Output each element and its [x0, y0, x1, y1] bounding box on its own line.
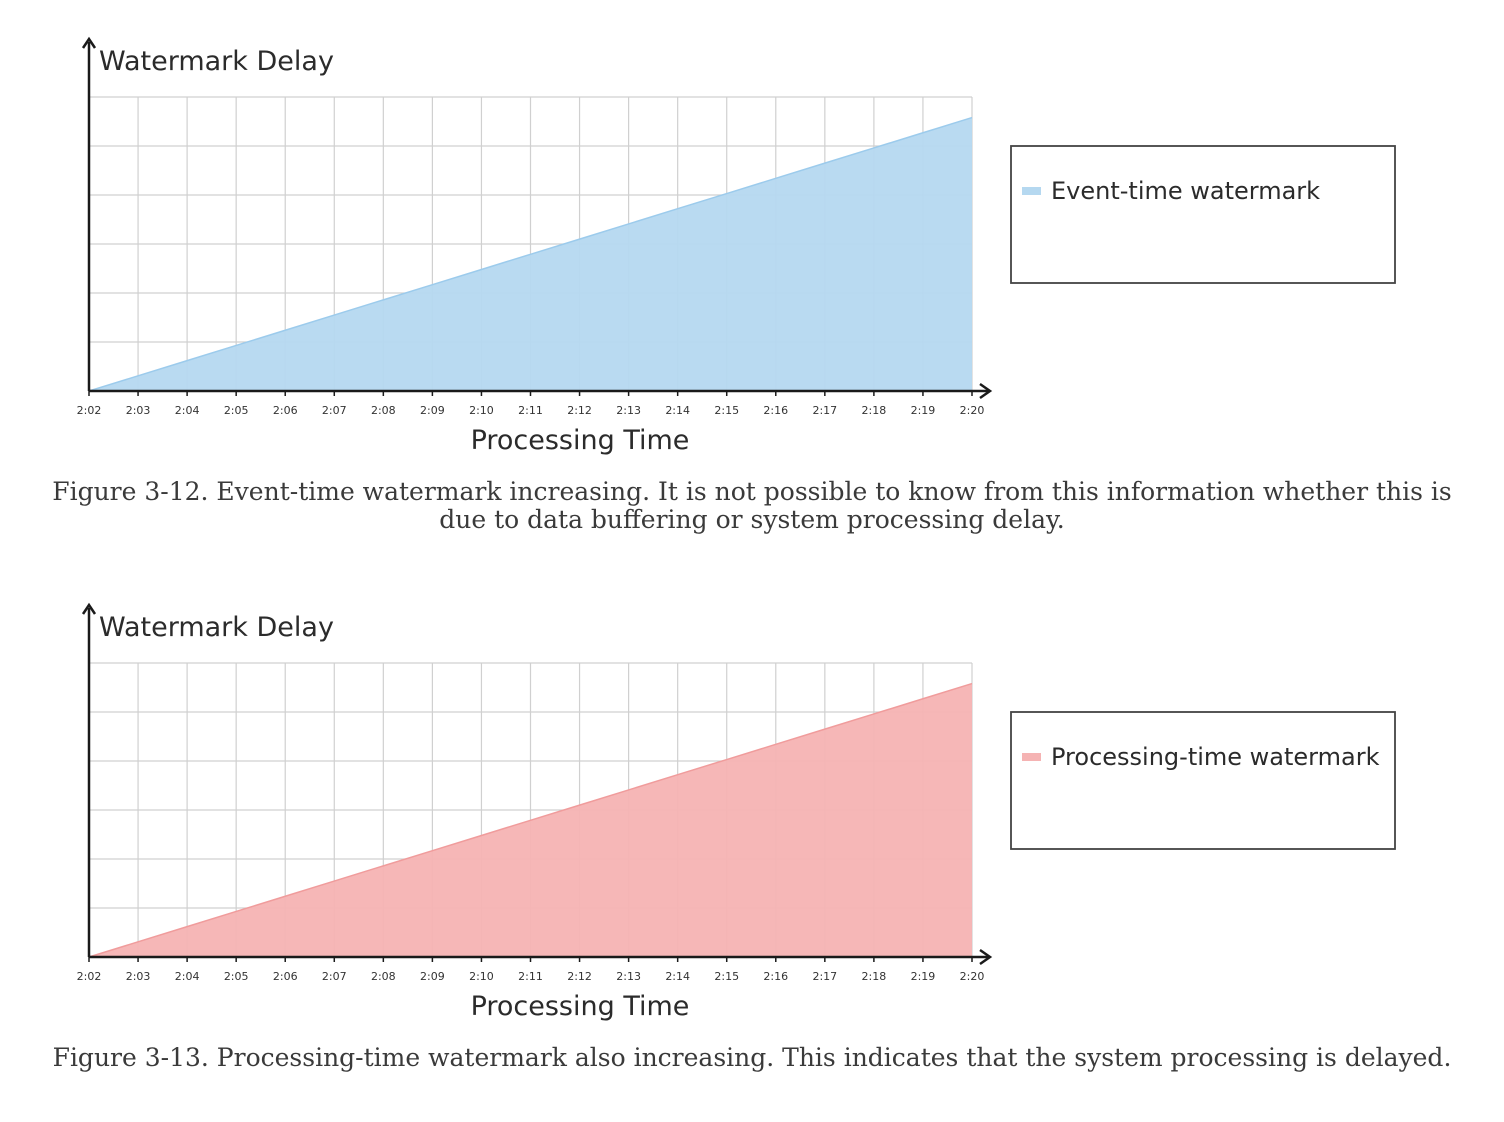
x-tick-label: 2:20 [960, 404, 985, 417]
x-tick-label: 2:07 [322, 970, 347, 983]
x-axis-arrow [979, 948, 993, 966]
x-tick-label: 2:14 [665, 970, 690, 983]
x-tick-label: 2:06 [273, 970, 298, 983]
x-tick-label: 2:04 [175, 404, 200, 417]
legend-box [1010, 145, 1396, 284]
x-tick-label: 2:17 [812, 404, 837, 417]
x-axis-arrow [979, 382, 993, 400]
figure-event-time: 2:02 2:03 2:04 2:05 2:06 2:07 2:08 2:09 2:10 2:11… [0, 0, 1504, 560]
x-tick-label: 2:03 [126, 970, 151, 983]
x-tick-label: 2:15 [714, 970, 739, 983]
y-axis-label: Watermark Delay [99, 612, 334, 643]
legend-box [1010, 711, 1396, 850]
x-tick-label: 2:17 [812, 970, 837, 983]
x-tick-label: 2:02 [77, 970, 102, 983]
x-tick-label: 2:15 [714, 404, 739, 417]
x-tick-label: 2:12 [567, 970, 592, 983]
event-time-watermark-chart: 2:02 2:03 2:04 2:05 2:06 2:07 2:08 2:09 2:10 2:11… [77, 36, 1396, 456]
x-tick-label: 2:10 [469, 404, 494, 417]
x-tick-label: 2:08 [371, 404, 396, 417]
x-tick-label: 2:06 [273, 404, 298, 417]
x-tick-label: 2:20 [960, 970, 985, 983]
figure-caption: Figure 3-12. Event-time watermark increa… [52, 477, 1452, 534]
legend-swatch [1022, 187, 1041, 195]
x-tick-label: 2:09 [420, 404, 445, 417]
x-tick-label: 2:18 [862, 404, 887, 417]
x-tick-label: 2:09 [420, 970, 445, 983]
x-tick-label: 2:07 [322, 404, 347, 417]
x-tick-label: 2:16 [763, 404, 788, 417]
processing-time-watermark-chart: 2:02 2:03 2:04 2:05 2:06 2:07 2:08 2:09 2:10 2:11… [77, 602, 1396, 1022]
y-axis-arrow [81, 602, 97, 615]
x-axis-label: Processing Time [471, 425, 690, 456]
x-tick-label: 2:11 [518, 970, 543, 983]
x-tick-label: 2:19 [911, 404, 936, 417]
legend-label: Processing-time watermark [1051, 743, 1380, 771]
y-axis-label: Watermark Delay [99, 46, 334, 77]
x-tick-label: 2:04 [175, 970, 200, 983]
x-axis-label: Processing Time [471, 991, 690, 1022]
figure-processing-time: 2:02 2:03 2:04 2:05 2:06 2:07 2:08 2:09 2:10 2:11… [0, 566, 1504, 1122]
y-axis-arrow [81, 36, 97, 49]
x-tick-label: 2:18 [862, 970, 887, 983]
legend-swatch [1022, 753, 1041, 761]
legend: Processing-time watermark [1010, 711, 1396, 850]
x-tick-label: 2:02 [77, 404, 102, 417]
legend: Event-time watermark [1010, 145, 1396, 284]
x-tick-label: 2:14 [665, 404, 690, 417]
figure-caption: Figure 3-13. Processing-time watermark a… [52, 1043, 1452, 1072]
x-tick-label: 2:05 [224, 970, 249, 983]
x-tick-label: 2:11 [518, 404, 543, 417]
x-tick-label: 2:05 [224, 404, 249, 417]
x-tick-label: 2:12 [567, 404, 592, 417]
x-tick-label: 2:08 [371, 970, 396, 983]
x-tick-label: 2:19 [911, 970, 936, 983]
legend-label: Event-time watermark [1051, 177, 1320, 205]
x-tick-label: 2:16 [763, 970, 788, 983]
x-tick-label: 2:03 [126, 404, 151, 417]
x-tick-label: 2:13 [616, 970, 641, 983]
x-tick-label: 2:13 [616, 404, 641, 417]
x-tick-label: 2:10 [469, 970, 494, 983]
